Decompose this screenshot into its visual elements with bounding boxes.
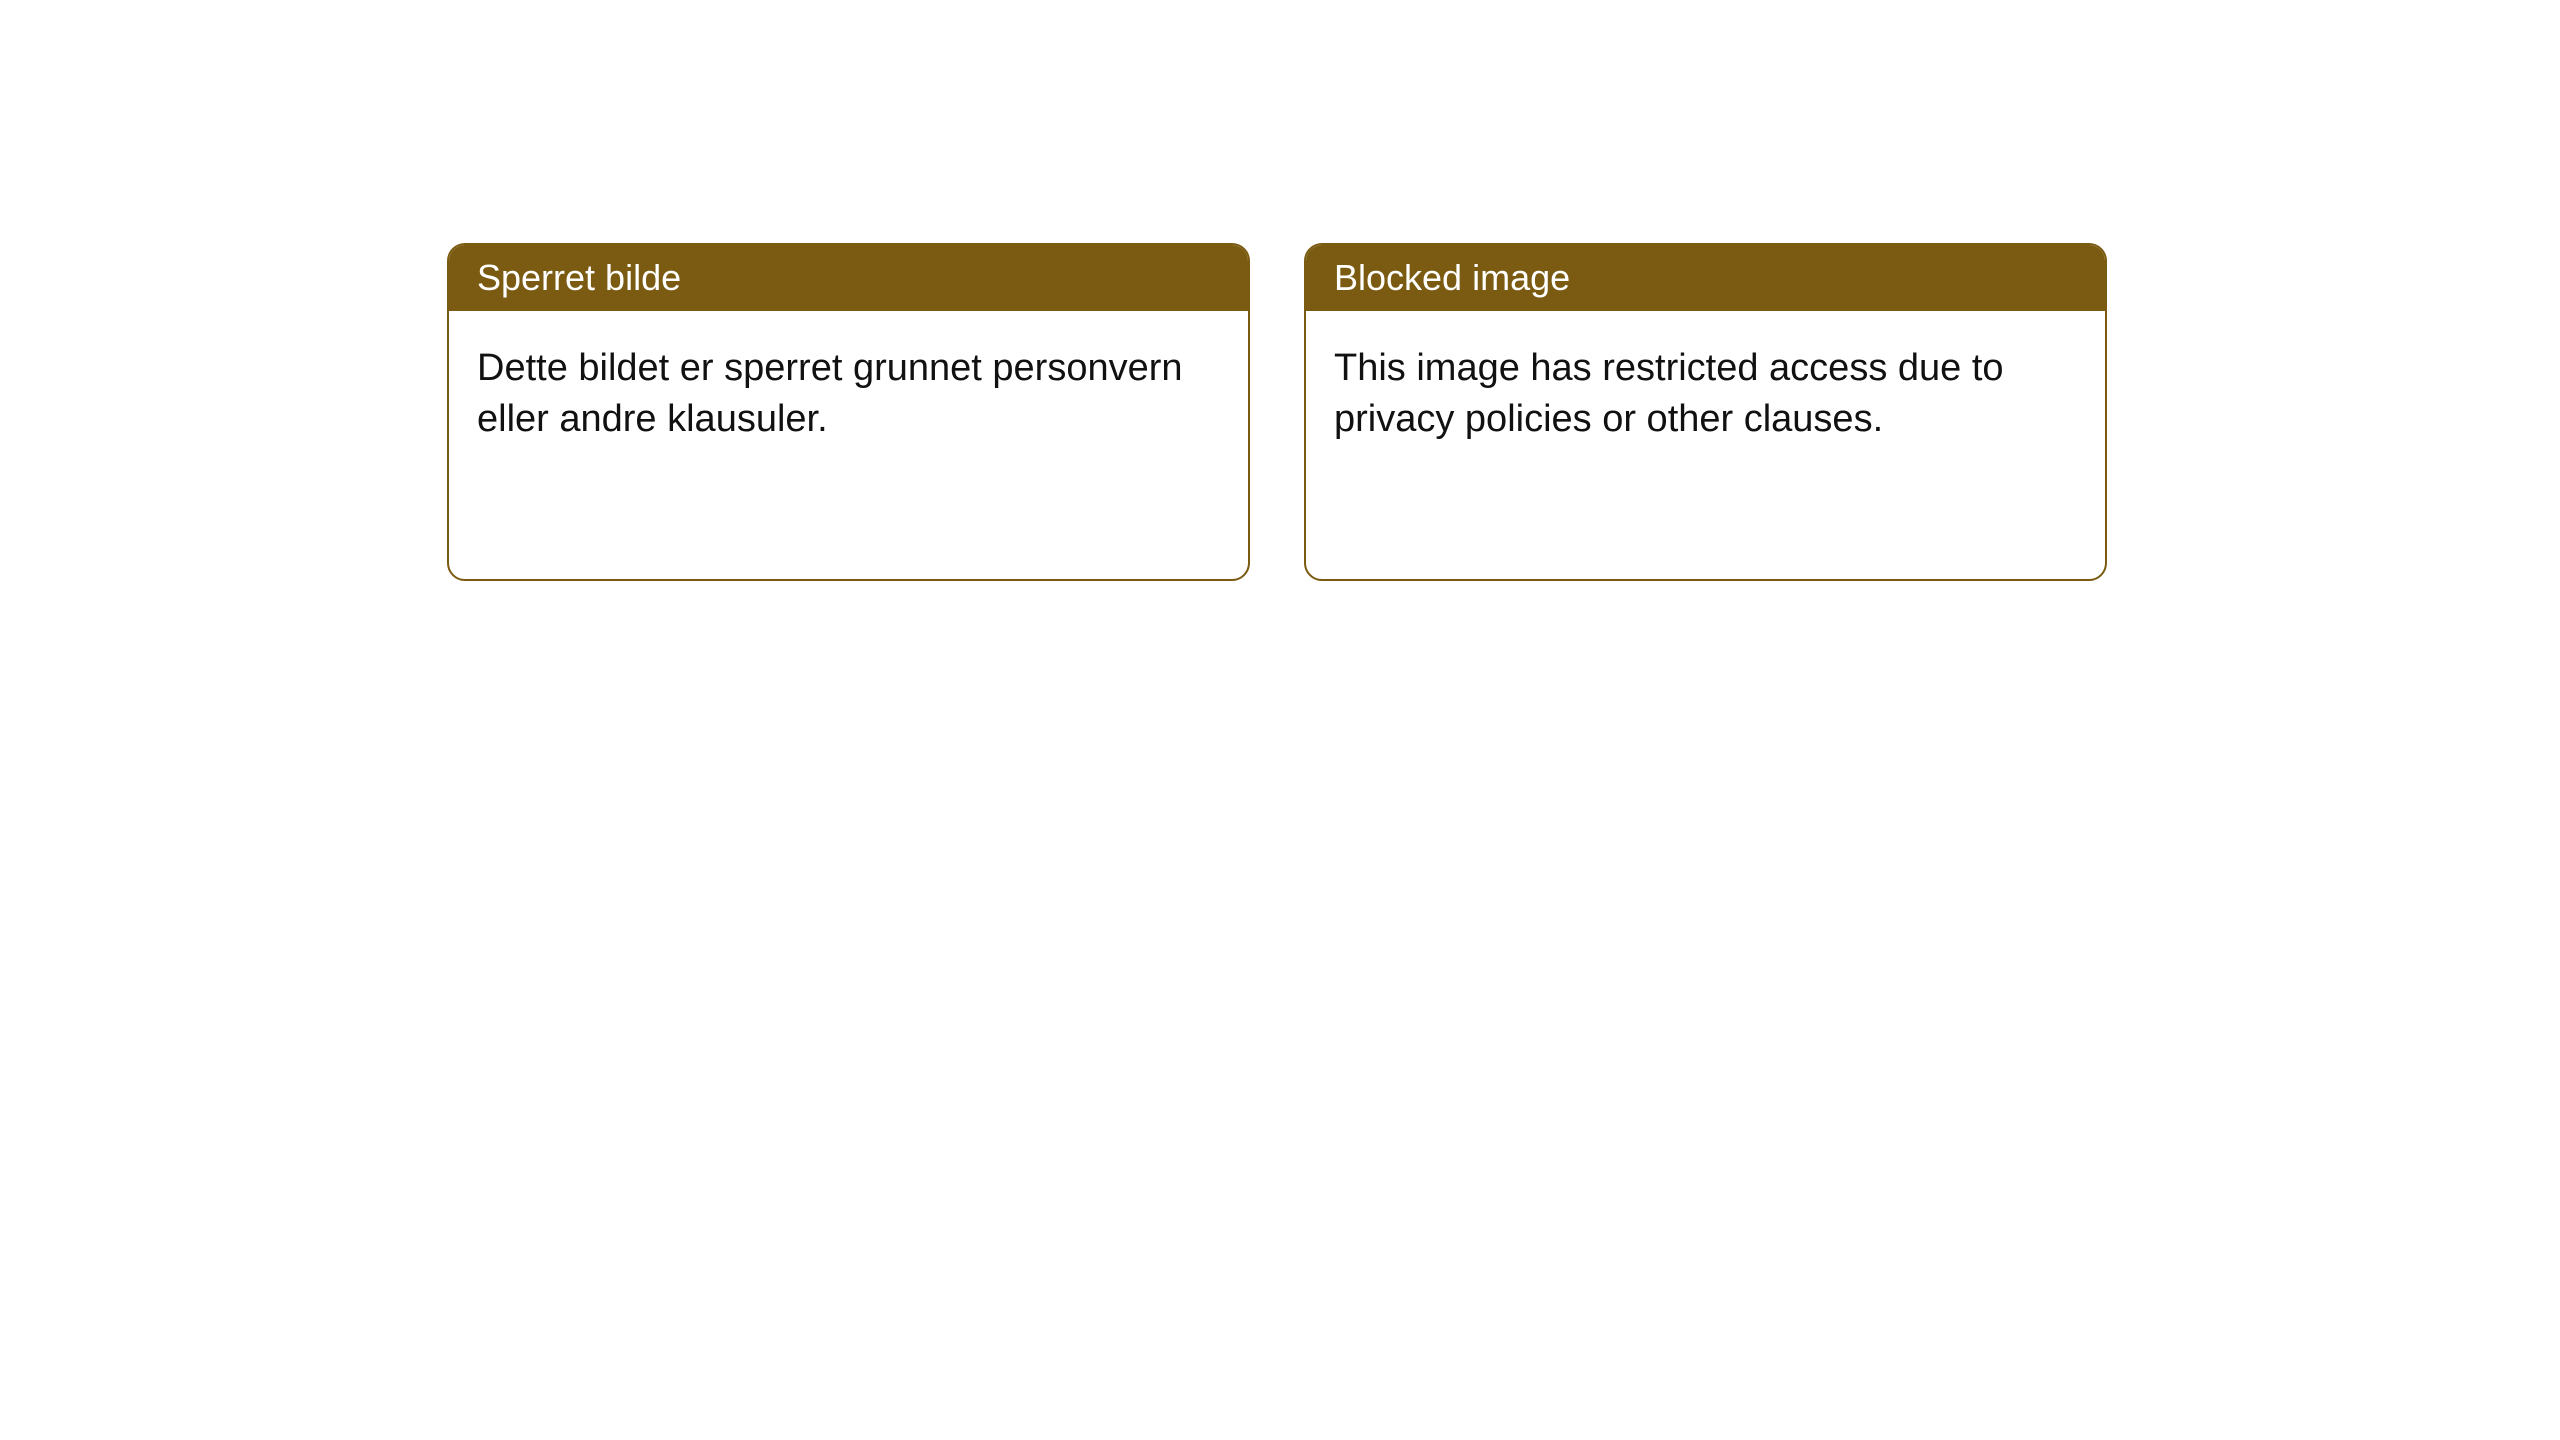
blocked-image-cards: Sperret bilde Dette bildet er sperret gr…: [447, 243, 2107, 581]
card-header-en: Blocked image: [1306, 245, 2105, 311]
card-body-no: Dette bildet er sperret grunnet personve…: [449, 311, 1248, 478]
card-norwegian: Sperret bilde Dette bildet er sperret gr…: [447, 243, 1250, 581]
card-body-en: This image has restricted access due to …: [1306, 311, 2105, 478]
card-header-no: Sperret bilde: [449, 245, 1248, 311]
card-english: Blocked image This image has restricted …: [1304, 243, 2107, 581]
